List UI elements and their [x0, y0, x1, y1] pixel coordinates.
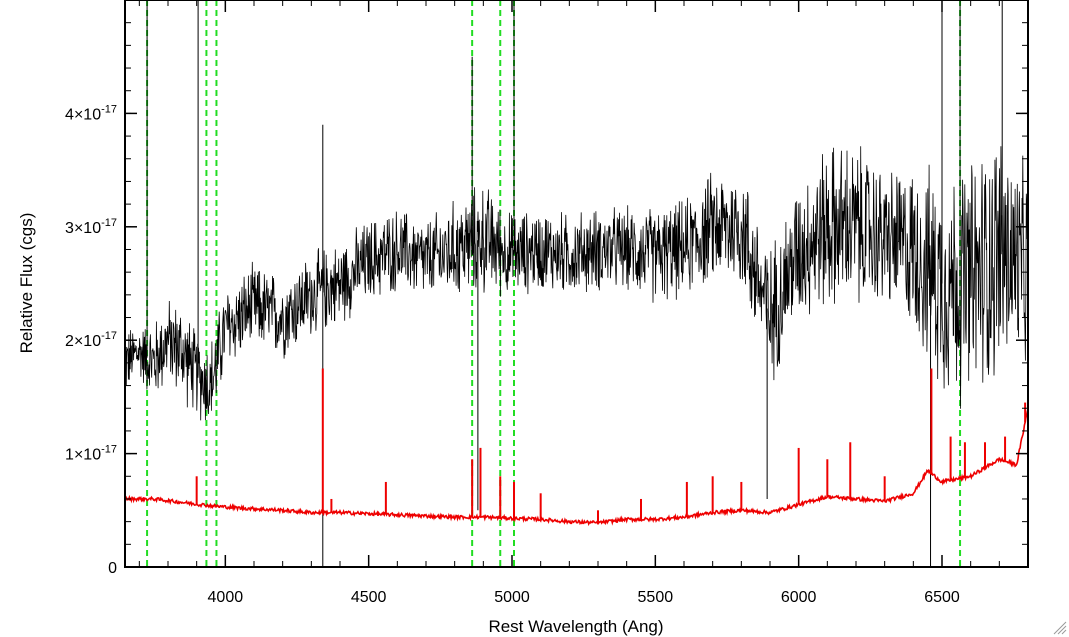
x-tick-label-4: 6000 — [781, 589, 817, 606]
x-tick-label-3: 5500 — [638, 589, 674, 606]
series-0-line — [125, 146, 1028, 421]
plot-frame — [124, 0, 1029, 568]
plot-area — [125, 0, 1028, 567]
y-axis-label: Relative Flux (cgs) — [17, 213, 36, 354]
x-tick-label-5: 6500 — [924, 589, 960, 606]
y-axis-ticks: 0 1×10-17 2×10-17 3×10-17 4×10-17 — [65, 22, 1028, 577]
resize-grip-icon[interactable] — [1053, 621, 1067, 635]
series-0 — [125, 0, 1028, 567]
x-tick-label-2: 5000 — [494, 589, 530, 606]
x-tick-label-1: 4500 — [351, 589, 387, 606]
y-tick-label-0: 0 — [108, 560, 117, 577]
x-axis-ticks: 4000 4500 5000 5500 6000 6500 — [138, 0, 1029, 606]
y-tick-label-3: 3×10-17 — [65, 217, 117, 237]
y-tick-label-2: 2×10-17 — [65, 330, 117, 350]
series-1 — [125, 368, 1028, 527]
x-tick-label-0: 4000 — [208, 589, 244, 606]
y-tick-label-1: 1×10-17 — [65, 444, 117, 464]
x-axis-label: Rest Wavelength (Ang) — [488, 617, 663, 636]
series-layer — [125, 0, 1028, 567]
y-tick-label-4: 4×10-17 — [65, 103, 117, 123]
series-1-line — [125, 408, 1028, 527]
